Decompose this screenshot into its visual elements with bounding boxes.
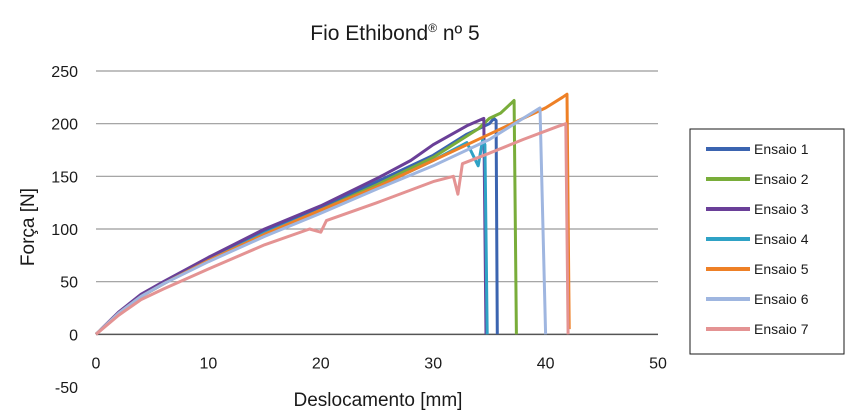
gridlines [96,70,658,283]
legend-item-ensaio-4: Ensaio 4 [706,231,809,247]
legend-item-ensaio-1: Ensaio 1 [706,141,809,157]
legend: Ensaio 1 Ensaio 2 Ensaio 3 Ensaio 4 Ensaio 5… [689,128,845,355]
chart-title-registered-mark: ® [428,21,437,35]
x-tick-label: 40 [537,355,555,372]
series-line-ensaio-3 [94,116,488,336]
y-tick-label: 150 [51,169,78,186]
y-tick-label: 250 [51,64,78,81]
legend-label: Ensaio 4 [754,231,809,247]
legend-label: Ensaio 3 [754,201,809,217]
x-tick-label: 50 [649,355,667,372]
y-tick-label: 100 [51,222,78,239]
legend-label: Ensaio 1 [754,141,809,157]
series-line-ensaio-7 [95,122,570,336]
legend-item-ensaio-3: Ensaio 3 [706,201,809,217]
y-tick-label: 50 [60,275,78,292]
legend-label: Ensaio 7 [754,321,809,337]
legend-label: Ensaio 2 [754,171,809,187]
series-line-ensaio-6 [94,106,548,336]
y-tick-label: -50 [55,380,78,397]
data-series [94,92,571,336]
legend-label: Ensaio 6 [754,291,809,307]
legend-label: Ensaio 5 [754,261,809,277]
x-tick-label: 10 [200,355,218,372]
y-axis-label: Força [N] [18,188,39,266]
legend-item-ensaio-5: Ensaio 5 [706,261,809,277]
legend-box [689,128,845,355]
x-tick-label: 20 [312,355,330,372]
y-tick-label: 0 [69,327,78,344]
legend-item-ensaio-6: Ensaio 6 [706,291,809,307]
y-tick-label: 200 [51,117,78,134]
chart-title-main: Fio Ethibond [310,22,428,45]
x-axis-label: Deslocamento [mm] [294,390,463,411]
x-tick-label: 30 [424,355,442,372]
legend-item-ensaio-7: Ensaio 7 [706,321,809,337]
chart-title-suffix: nº 5 [437,22,480,45]
legend-item-ensaio-2: Ensaio 2 [706,171,809,187]
x-tick-label: 0 [92,355,101,372]
chart-title: Fio Ethibond® nº 5 [310,21,479,45]
tick-labels: -50 0 50 100 150 200 250 0 10 20 30 40 50 [51,64,667,397]
series-line-ensaio-1 [94,116,499,336]
